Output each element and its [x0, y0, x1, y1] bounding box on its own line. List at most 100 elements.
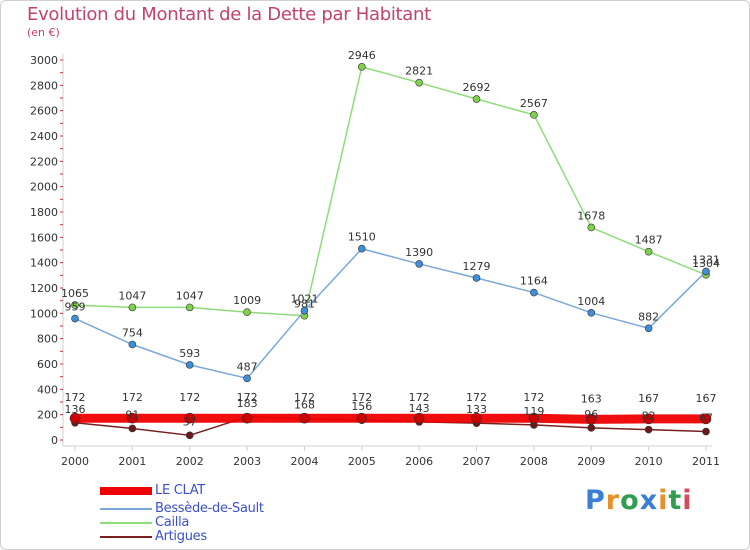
data-label-cailla: 981: [294, 298, 315, 311]
data-label-le-clat: 172: [237, 391, 258, 404]
x-tick-label: 2009: [577, 455, 605, 468]
logo-letter: i: [658, 485, 669, 516]
data-point-bess-de-de-sault: [71, 314, 79, 323]
y-tick-label: 800: [37, 333, 58, 346]
y-tick-label: 3000: [30, 54, 58, 67]
data-label-le-clat: 172: [65, 391, 86, 404]
data-point-bess-de-de-sault: [185, 361, 194, 369]
logo-letter: o: [620, 485, 640, 516]
data-label-le-clat: 172: [294, 391, 315, 404]
data-point-cailla: [415, 78, 423, 87]
data-point-bess-de-de-sault: [243, 374, 251, 383]
data-label-le-clat: 172: [351, 391, 372, 404]
proxiti-logo: Proxiti: [585, 485, 693, 516]
data-point-bess-de-de-sault: [587, 309, 596, 317]
x-tick-label: 2005: [348, 455, 376, 468]
data-point-cailla: [185, 303, 194, 312]
data-point-cailla: [243, 308, 251, 316]
data-point-bess-de-de-sault: [644, 324, 653, 333]
data-label-artigues: 119: [523, 405, 544, 418]
data-point-bess-de-de-sault: [300, 306, 309, 315]
data-label-bess-de-de-sault: 882: [638, 310, 659, 323]
data-point-le-clat: [700, 413, 712, 425]
x-tick-label: 2004: [290, 455, 318, 468]
data-label-artigues: 156: [351, 400, 372, 413]
data-label-artigues: 136: [65, 403, 86, 416]
data-point-le-clat: [471, 412, 482, 424]
data-point-le-clat: [413, 412, 425, 424]
data-point-cailla: [128, 303, 137, 312]
data-label-cailla: 2692: [463, 81, 491, 94]
chart-title: Evolution du Montant de la Dette par Hab…: [27, 4, 431, 25]
data-label-cailla: 1487: [635, 234, 663, 247]
data-label-artigues: 96: [584, 408, 598, 421]
legend-label-le-clat: LE CLAT: [155, 483, 205, 498]
logo-letter: P: [585, 485, 606, 516]
data-label-bess-de-de-sault: 1390: [405, 246, 433, 259]
data-label-artigues: 143: [409, 402, 430, 415]
data-point-cailla: [530, 111, 538, 119]
data-point-cailla: [587, 223, 596, 232]
data-label-artigues: 67: [699, 412, 713, 425]
data-point-le-clat: [356, 412, 368, 424]
y-tick-label: 2400: [30, 130, 58, 143]
logo-letter: x: [639, 485, 659, 516]
y-tick-label: 1000: [30, 307, 58, 320]
data-label-cailla: 2946: [348, 49, 376, 62]
data-point-artigues: [702, 427, 710, 436]
data-point-bess-de-de-sault: [358, 244, 366, 253]
data-label-cailla: 2821: [405, 65, 433, 78]
y-tick-label: 1200: [30, 282, 58, 295]
data-point-bess-de-de-sault: [530, 288, 538, 297]
legend-swatch-bessede-de-sault: [100, 508, 152, 510]
data-point-artigues: [644, 425, 653, 434]
logo-letter: i: [682, 485, 693, 516]
legend-swatch-cailla: [100, 522, 152, 524]
logo-letter: t: [668, 485, 683, 516]
x-tick-label: 2002: [176, 455, 204, 468]
data-label-artigues: 133: [466, 403, 487, 416]
y-tick-label: 2000: [30, 181, 58, 194]
data-label-cailla: 1047: [176, 289, 204, 302]
y-tick-label: 600: [37, 358, 58, 371]
y-tick-label: 400: [37, 383, 58, 396]
legend-label-artigues: Artigues: [155, 529, 207, 544]
data-point-bess-de-de-sault: [472, 274, 481, 282]
data-label-artigues: 82: [642, 410, 656, 423]
data-label-bess-de-de-sault: 754: [122, 326, 143, 339]
y-tick-label: 0: [51, 434, 58, 447]
y-tick-label: 1400: [30, 257, 58, 270]
data-label-le-clat: 163: [581, 392, 602, 405]
data-label-cailla: 1065: [61, 287, 89, 300]
data-point-bess-de-de-sault: [128, 340, 137, 349]
data-point-cailla: [358, 63, 366, 71]
data-point-le-clat: [643, 413, 654, 425]
data-point-cailla: [644, 247, 653, 256]
logo-letter: r: [605, 485, 621, 516]
data-point-cailla: [71, 301, 79, 309]
data-point-bess-de-de-sault: [415, 260, 423, 268]
data-point-bess-de-de-sault: [702, 267, 710, 276]
data-label-le-clat: 167: [696, 392, 717, 405]
data-label-le-clat: 172: [409, 391, 430, 404]
data-point-le-clat: [241, 412, 253, 424]
data-label-bess-de-de-sault: 959: [65, 301, 86, 314]
legend-swatch-artigues: [100, 536, 152, 538]
x-tick-label: 2008: [520, 455, 548, 468]
x-tick-label: 2001: [118, 455, 146, 468]
data-point-le-clat: [585, 414, 597, 425]
data-point-artigues: [128, 424, 137, 433]
data-label-bess-de-de-sault: 1279: [463, 260, 491, 273]
series-line-cailla: [74, 66, 707, 317]
data-label-bess-de-de-sault: 1004: [577, 295, 605, 308]
data-label-cailla: 2567: [520, 97, 548, 110]
data-label-le-clat: 172: [179, 391, 200, 404]
data-label-artigues: 37: [183, 415, 197, 428]
data-point-artigues: [587, 424, 596, 432]
data-label-le-clat: 172: [122, 391, 143, 404]
x-tick-label: 2007: [463, 455, 491, 468]
x-tick-label: 2003: [233, 455, 261, 468]
data-label-cailla: 1047: [118, 289, 146, 302]
series-line-le-clat: [70, 413, 711, 424]
